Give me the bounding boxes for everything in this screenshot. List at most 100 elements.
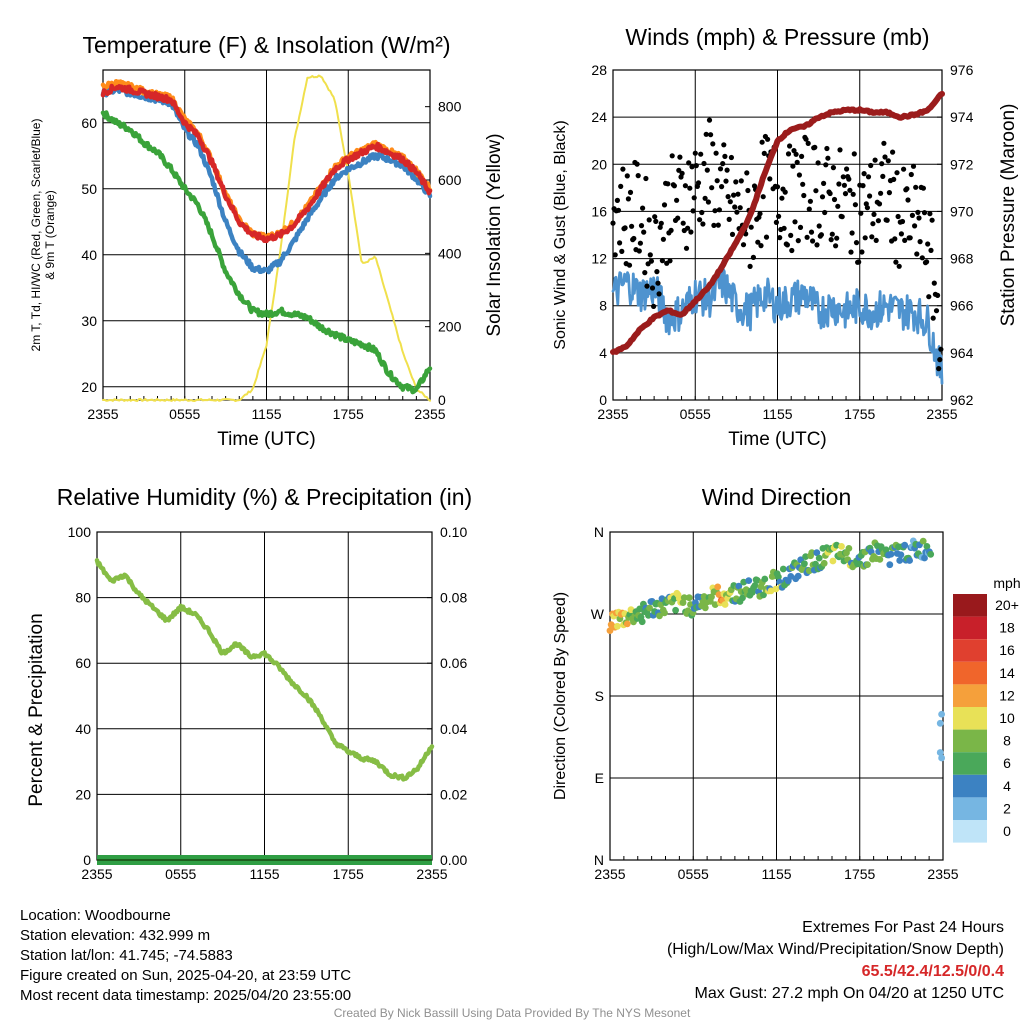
winds-frame — [612, 69, 943, 401]
direction-point — [838, 543, 845, 550]
speed-legend-swatch — [953, 594, 987, 617]
gust-point — [629, 223, 635, 229]
speed-legend-swatch — [953, 797, 987, 820]
direction-point — [921, 554, 928, 562]
gust-point — [824, 145, 830, 152]
gust-point — [705, 199, 712, 205]
gust-point — [907, 235, 913, 241]
gust-point — [689, 164, 695, 170]
gust-point — [675, 215, 681, 221]
temperature-y2tick-label: 600 — [438, 172, 462, 188]
gust-point — [792, 219, 798, 225]
gust-point — [652, 214, 658, 220]
gust-point — [744, 170, 750, 176]
speed-legend-label: 18 — [999, 620, 1015, 636]
gust-point — [687, 185, 693, 191]
speed-legend-label: 10 — [999, 710, 1015, 726]
gust-point — [624, 173, 630, 179]
direction-point — [886, 561, 894, 569]
direction-point — [614, 622, 621, 630]
direction-point — [721, 601, 729, 608]
gust-point — [788, 232, 794, 238]
gust-point — [722, 153, 728, 159]
gust-point — [692, 150, 698, 156]
direction-point — [751, 582, 759, 589]
gust-point — [649, 285, 656, 291]
gust-point — [810, 238, 816, 244]
created-text: Figure created on Sun, 2025-04-20, at 23… — [20, 967, 352, 984]
gust-point — [813, 188, 819, 194]
gust-point — [691, 195, 697, 201]
gust-point — [861, 171, 867, 177]
humidity-ytick-label: 60 — [75, 655, 91, 671]
gust-point — [910, 163, 917, 169]
gust-point — [819, 194, 826, 200]
humidity-xtick-label: 1755 — [333, 866, 364, 882]
gust-point — [732, 204, 738, 210]
direction-point — [745, 577, 753, 584]
humidity-ytick-label: 40 — [75, 721, 91, 737]
humidity-y2tick-label: 0.04 — [440, 721, 467, 737]
gust-point — [919, 255, 925, 261]
gust-point — [873, 237, 879, 243]
direction-point — [656, 612, 663, 620]
gust-point — [836, 181, 842, 187]
winds-y2tick-label: 976 — [950, 62, 974, 78]
gust-point — [867, 193, 873, 199]
temperature-title: Temperature (F) & Insolation (W/m²) — [82, 32, 450, 58]
gust-point — [794, 159, 800, 165]
gust-point — [714, 178, 720, 184]
gust-point — [711, 222, 717, 228]
gust-point — [898, 231, 905, 237]
temperature-xtick-label: 2355 — [87, 406, 118, 422]
gust-point — [831, 196, 838, 203]
gust-point — [884, 217, 890, 223]
gust-point — [829, 231, 835, 237]
winds-xtick-label: 2355 — [597, 406, 628, 422]
gust-point — [748, 224, 754, 230]
gust-point — [933, 308, 940, 314]
direction-point — [701, 604, 709, 612]
gust-point — [726, 216, 732, 222]
gust-point — [735, 191, 741, 197]
gust-point — [837, 147, 843, 153]
winds-y2tick-label: 970 — [950, 203, 974, 219]
gust-point — [916, 215, 922, 221]
winds-title: Winds (mph) & Pressure (mb) — [625, 24, 929, 50]
gust-point — [814, 242, 820, 248]
direction-point — [775, 573, 782, 581]
direction-point — [638, 618, 646, 626]
winds-y2tick-label: 962 — [950, 392, 974, 408]
direction-point — [845, 545, 853, 552]
gust-point — [841, 182, 848, 188]
winds-y2tick-label: 966 — [950, 298, 974, 314]
gust-point — [891, 176, 897, 182]
gust-point — [872, 157, 878, 163]
gust-point — [928, 247, 934, 253]
humidity-title: Relative Humidity (%) & Precipitation (i… — [57, 484, 472, 510]
gust-point — [721, 142, 727, 148]
gust-point — [895, 213, 901, 220]
gust-point — [848, 249, 854, 255]
direction-point — [623, 620, 631, 628]
gust-point — [801, 192, 807, 199]
gust-point — [700, 221, 706, 227]
humidity-y2tick-label: 0.00 — [440, 852, 467, 868]
gust-point — [896, 263, 902, 269]
gust-point — [737, 205, 743, 211]
gust-point — [734, 209, 740, 215]
gust-point — [858, 210, 864, 216]
gust-point — [781, 225, 787, 231]
direction-point — [897, 551, 905, 559]
temp-series-td — [100, 110, 433, 395]
gust-point — [931, 280, 937, 286]
gust-point — [864, 205, 871, 211]
winds-ytick-label: 12 — [591, 251, 607, 267]
gust-point — [651, 303, 657, 309]
gust-point — [646, 217, 652, 223]
winds-xtick-label: 2355 — [926, 406, 957, 422]
gust-point — [795, 238, 801, 244]
gust-point — [724, 167, 730, 173]
speed-legend-label: 0 — [1003, 823, 1011, 839]
gust-point — [844, 166, 850, 172]
